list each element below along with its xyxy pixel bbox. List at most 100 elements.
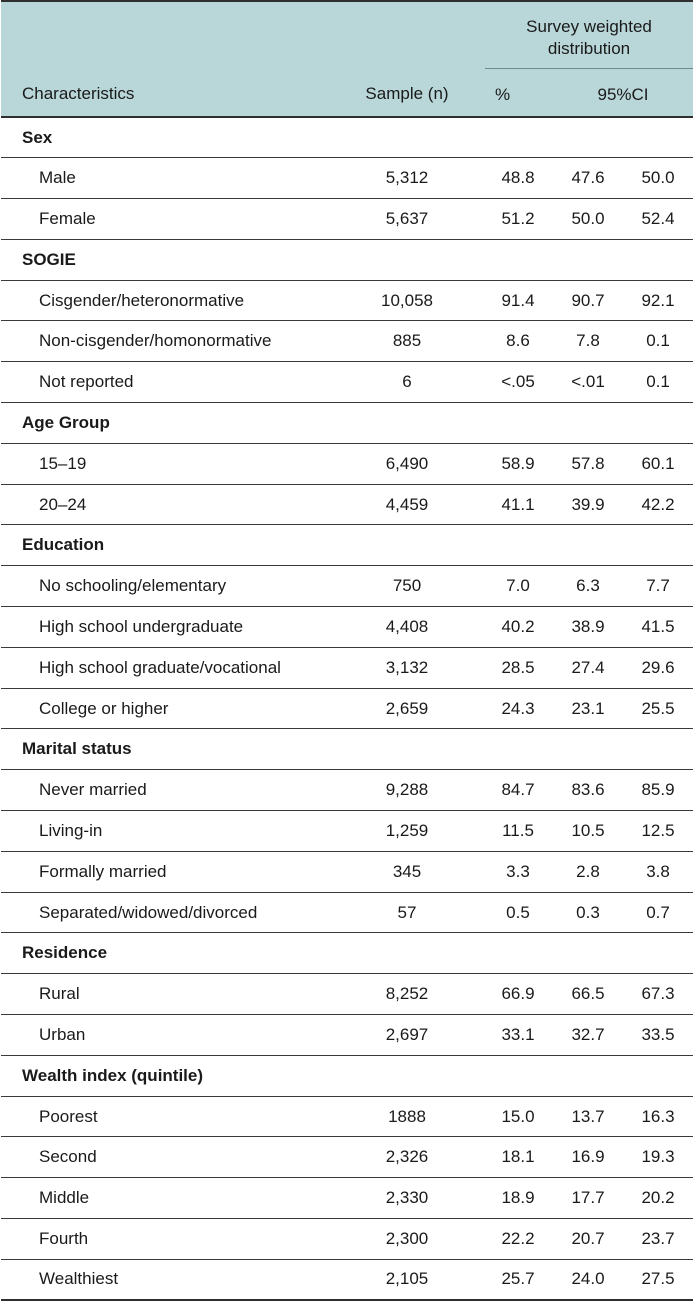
row-label: Non-cisgender/homonormative bbox=[39, 331, 272, 351]
ci-lower: 38.9 bbox=[571, 616, 605, 636]
row-label: High school undergraduate bbox=[39, 616, 244, 636]
header-survey-weighted: Survey weighted distribution bbox=[483, 1, 694, 73]
row-label: Never married bbox=[39, 780, 147, 800]
table-row: 15–19 6,490 58.9 57.8 60.1 bbox=[1, 443, 694, 485]
ci-lower: 23.1 bbox=[571, 698, 605, 718]
table-row: Cisgender/heteronormative 10,058 91.4 90.7 9… bbox=[1, 280, 694, 321]
ci-lower: 27.4 bbox=[571, 657, 605, 677]
sample-size: 2,300 bbox=[385, 1228, 429, 1248]
weighted-percent: 22.2 bbox=[501, 1228, 535, 1248]
sample-size: 8,252 bbox=[385, 984, 429, 1004]
row-label: Middle bbox=[39, 1188, 90, 1208]
sample-size: 2,105 bbox=[385, 1269, 429, 1289]
sample-size: 4,459 bbox=[385, 494, 429, 514]
weighted-percent: 24.3 bbox=[501, 698, 535, 718]
ci-lower: 47.6 bbox=[571, 168, 605, 188]
ci-lower: 13.7 bbox=[571, 1106, 605, 1126]
row-label: 15–19 bbox=[39, 453, 87, 473]
row-label: No schooling/elementary bbox=[39, 576, 227, 596]
sample-size: 345 bbox=[392, 861, 422, 881]
ci-upper: 25.5 bbox=[641, 698, 675, 718]
section-row: Age Group bbox=[1, 403, 694, 444]
row-label: Living-in bbox=[39, 820, 103, 840]
header-sample: Sample (n) bbox=[331, 1, 483, 117]
row-label: Female bbox=[39, 208, 96, 228]
section-row: Marital status bbox=[1, 729, 694, 770]
section-title: Residence bbox=[22, 943, 108, 963]
sample-size: 5,312 bbox=[385, 168, 429, 188]
table-row: Non-cisgender/homonormative 885 8.6 7.8 0.1 bbox=[1, 321, 694, 362]
ci-lower: 90.7 bbox=[571, 290, 605, 310]
weighted-percent: 48.8 bbox=[501, 168, 535, 188]
weighted-percent: 51.2 bbox=[501, 208, 535, 228]
table-row: Poorest 1888 15.0 13.7 16.3 bbox=[1, 1096, 694, 1137]
sample-size: 5,637 bbox=[385, 208, 429, 228]
ci-upper: 0.1 bbox=[646, 331, 670, 351]
ci-lower: 24.0 bbox=[571, 1269, 605, 1289]
table-row: Living-in 1,259 11.5 10.5 12.5 bbox=[1, 811, 694, 852]
weighted-percent: 58.9 bbox=[501, 453, 535, 473]
sample-size: 6,490 bbox=[385, 453, 429, 473]
row-label: Separated/widowed/divorced bbox=[39, 902, 258, 922]
header-characteristics: Characteristics bbox=[1, 1, 331, 117]
section-title: SOGIE bbox=[22, 249, 76, 269]
table-row: Middle 2,330 18.9 17.7 20.2 bbox=[1, 1178, 694, 1219]
table-row: Second 2,326 18.1 16.9 19.3 bbox=[1, 1137, 694, 1178]
table-row: Not reported 6 <.05 <.01 0.1 bbox=[1, 362, 694, 403]
ci-upper: 41.5 bbox=[641, 616, 675, 636]
sample-size: 885 bbox=[392, 331, 422, 351]
header-percent: % bbox=[483, 73, 553, 117]
table-row: College or higher 2,659 24.3 23.1 25.5 bbox=[1, 688, 694, 729]
table-header: Characteristics Sample (n) Survey weight… bbox=[1, 1, 694, 117]
table-row: No schooling/elementary 750 7.0 6.3 7.7 bbox=[1, 566, 694, 607]
section-title: Marital status bbox=[22, 739, 132, 759]
section-title: Age Group bbox=[22, 412, 110, 432]
weighted-percent: 28.5 bbox=[501, 657, 535, 677]
row-label: High school graduate/vocational bbox=[39, 657, 281, 677]
row-label: Not reported bbox=[39, 372, 134, 392]
weighted-percent: 41.1 bbox=[501, 494, 535, 514]
ci-lower: 32.7 bbox=[571, 1024, 605, 1044]
table-row: Formally married 345 3.3 2.8 3.8 bbox=[1, 851, 694, 893]
table-row: Rural 8,252 66.9 66.5 67.3 bbox=[1, 974, 694, 1015]
ci-upper: 33.5 bbox=[641, 1024, 675, 1044]
row-label: Rural bbox=[39, 984, 80, 1004]
ci-lower: 20.7 bbox=[571, 1228, 605, 1248]
ci-lower: 16.9 bbox=[571, 1147, 605, 1167]
weighted-percent: 18.9 bbox=[501, 1188, 535, 1208]
sample-size: 750 bbox=[392, 576, 422, 596]
sample-size: 2,697 bbox=[385, 1024, 429, 1044]
weighted-percent: 40.2 bbox=[501, 616, 535, 636]
ci-upper: 85.9 bbox=[641, 780, 675, 800]
ci-upper: 27.5 bbox=[641, 1269, 675, 1289]
section-row: Education bbox=[1, 525, 694, 566]
ci-lower: 0.3 bbox=[576, 902, 600, 922]
ci-lower: 39.9 bbox=[571, 494, 605, 514]
section-title: Sex bbox=[22, 127, 53, 147]
sample-size: 1888 bbox=[388, 1106, 426, 1126]
sample-size: 4,408 bbox=[385, 616, 429, 636]
weighted-percent: 33.1 bbox=[501, 1024, 535, 1044]
row-label: 20–24 bbox=[39, 494, 87, 514]
ci-upper: 42.2 bbox=[641, 494, 675, 514]
weighted-percent: 15.0 bbox=[501, 1106, 535, 1126]
ci-lower: 10.5 bbox=[571, 820, 605, 840]
ci-lower: 6.3 bbox=[576, 576, 600, 596]
ci-lower: 2.8 bbox=[576, 861, 600, 881]
table-row: 20–24 4,459 41.1 39.9 42.2 bbox=[1, 484, 694, 525]
ci-lower: 57.8 bbox=[571, 453, 605, 473]
sample-size: 2,330 bbox=[385, 1188, 429, 1208]
weighted-percent: 0.5 bbox=[506, 902, 530, 922]
ci-lower: 50.0 bbox=[571, 208, 605, 228]
ci-lower: <.01 bbox=[571, 372, 605, 392]
ci-upper: 52.4 bbox=[641, 208, 675, 228]
sample-size: 9,288 bbox=[385, 780, 429, 800]
sample-size: 57 bbox=[397, 902, 417, 922]
row-label: Wealthiest bbox=[39, 1269, 119, 1289]
table-row: Urban 2,697 33.1 32.7 33.5 bbox=[1, 1015, 694, 1056]
sample-size: 6 bbox=[402, 372, 412, 392]
row-label: Cisgender/heteronormative bbox=[39, 290, 245, 310]
ci-upper: 7.7 bbox=[646, 576, 670, 596]
weighted-percent: 8.6 bbox=[506, 331, 530, 351]
